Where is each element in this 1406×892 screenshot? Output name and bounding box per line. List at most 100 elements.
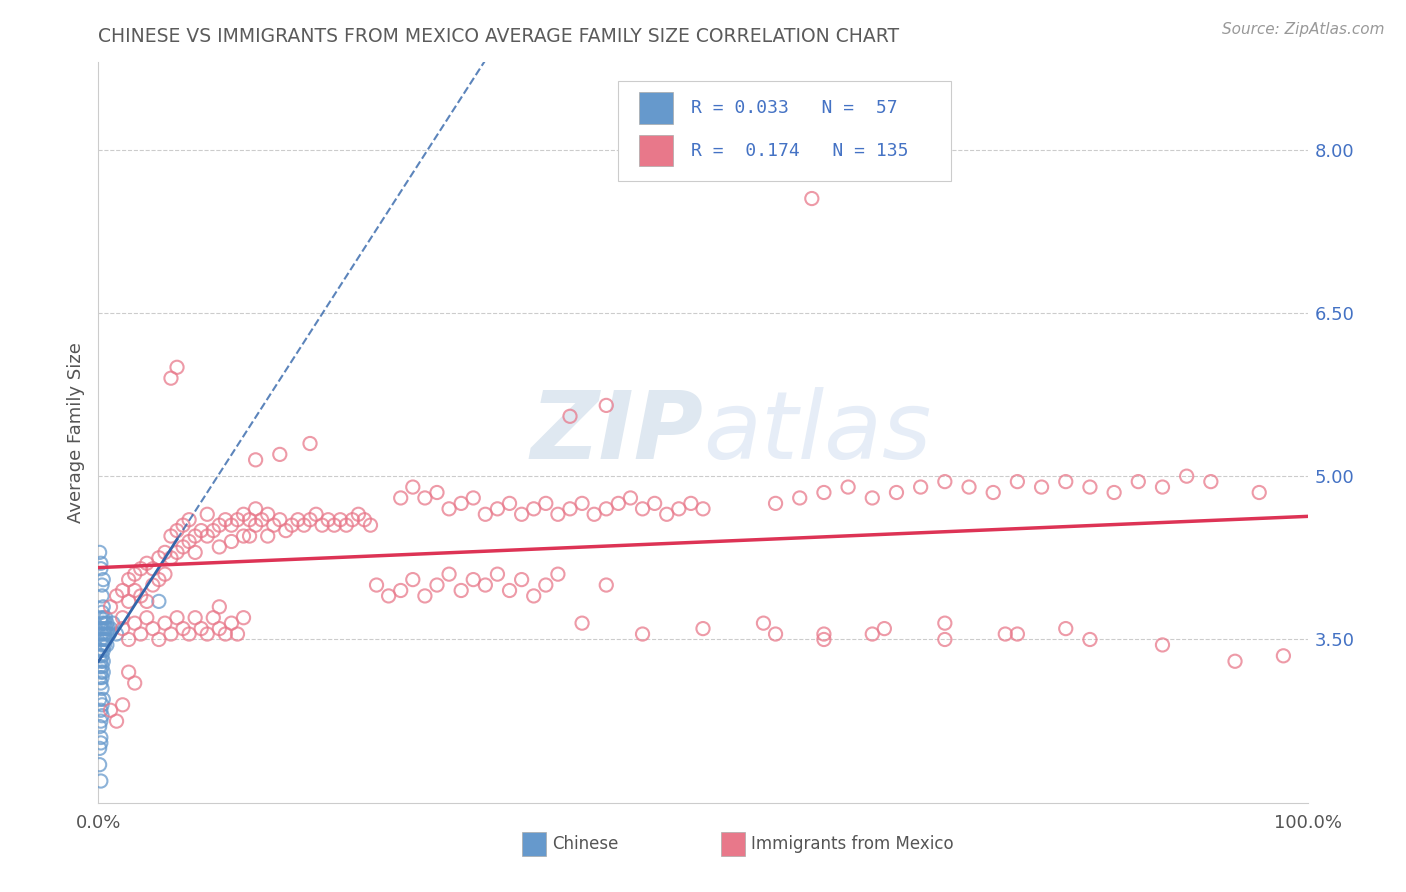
- Point: [910, 480, 932, 494]
- Point: [105, 714, 128, 728]
- Point: [256, 529, 278, 543]
- Point: [153, 567, 176, 582]
- Point: [90, 703, 112, 717]
- Point: [90, 665, 112, 680]
- Point: [316, 513, 339, 527]
- Point: [510, 508, 533, 522]
- Point: [547, 508, 569, 522]
- Point: [90, 774, 112, 789]
- Point: [94, 622, 117, 636]
- Text: Source: ZipAtlas.com: Source: ZipAtlas.com: [1222, 22, 1385, 37]
- Point: [91, 627, 114, 641]
- Point: [142, 622, 165, 636]
- Point: [91, 671, 114, 685]
- Point: [96, 638, 118, 652]
- Point: [148, 594, 170, 608]
- Point: [124, 583, 146, 598]
- Bar: [721, 832, 745, 856]
- Point: [195, 627, 218, 641]
- Point: [135, 556, 157, 570]
- Point: [89, 648, 111, 663]
- Point: [184, 529, 207, 543]
- Point: [679, 496, 702, 510]
- Point: [342, 513, 364, 527]
- Point: [583, 508, 606, 522]
- Point: [208, 540, 231, 554]
- Point: [90, 654, 112, 668]
- Point: [89, 720, 111, 734]
- Point: [498, 583, 520, 598]
- Point: [232, 508, 254, 522]
- Point: [148, 632, 170, 647]
- Point: [1054, 475, 1077, 489]
- Point: [1249, 485, 1271, 500]
- Point: [232, 529, 254, 543]
- Point: [91, 643, 114, 657]
- Point: [1054, 622, 1077, 636]
- Point: [377, 589, 399, 603]
- Point: [221, 534, 243, 549]
- Point: [655, 508, 678, 522]
- Point: [90, 731, 112, 745]
- Point: [644, 496, 666, 510]
- Point: [172, 622, 194, 636]
- Point: [97, 622, 120, 636]
- Point: [111, 622, 134, 636]
- Point: [595, 501, 617, 516]
- Point: [299, 513, 322, 527]
- Point: [800, 192, 823, 206]
- Point: [323, 518, 346, 533]
- Point: [1152, 638, 1174, 652]
- Point: [413, 589, 436, 603]
- Point: [89, 545, 111, 559]
- Point: [111, 610, 134, 624]
- Point: [463, 491, 485, 505]
- Point: [214, 627, 236, 641]
- Point: [366, 578, 388, 592]
- Point: [426, 578, 449, 592]
- Point: [90, 622, 112, 636]
- Point: [789, 491, 811, 505]
- Point: [450, 583, 472, 598]
- Point: [91, 605, 114, 619]
- Point: [91, 573, 114, 587]
- Point: [160, 529, 183, 543]
- Point: [90, 632, 112, 647]
- Point: [607, 496, 630, 510]
- Point: [89, 692, 111, 706]
- Point: [1078, 480, 1101, 494]
- Point: [160, 627, 183, 641]
- Point: [166, 610, 188, 624]
- Point: [221, 518, 243, 533]
- Point: [91, 692, 114, 706]
- Point: [90, 562, 112, 576]
- Point: [172, 518, 194, 533]
- Point: [142, 578, 165, 592]
- Point: [1007, 627, 1029, 641]
- Point: [239, 529, 262, 543]
- Point: [160, 371, 183, 385]
- Point: [1031, 480, 1053, 494]
- Point: [118, 573, 141, 587]
- Point: [226, 627, 249, 641]
- Point: [287, 513, 309, 527]
- Point: [463, 573, 485, 587]
- Point: [299, 436, 322, 450]
- Point: [595, 398, 617, 412]
- Point: [1223, 654, 1246, 668]
- Point: [692, 622, 714, 636]
- Point: [208, 622, 231, 636]
- Point: [91, 648, 114, 663]
- Point: [860, 491, 883, 505]
- Point: [813, 627, 835, 641]
- Point: [129, 562, 152, 576]
- Point: [94, 610, 117, 624]
- Point: [195, 529, 218, 543]
- Point: [111, 583, 134, 598]
- Point: [523, 589, 546, 603]
- Point: [226, 513, 249, 527]
- Point: [402, 480, 425, 494]
- Point: [437, 567, 460, 582]
- Point: [100, 703, 122, 717]
- Bar: [638, 93, 673, 123]
